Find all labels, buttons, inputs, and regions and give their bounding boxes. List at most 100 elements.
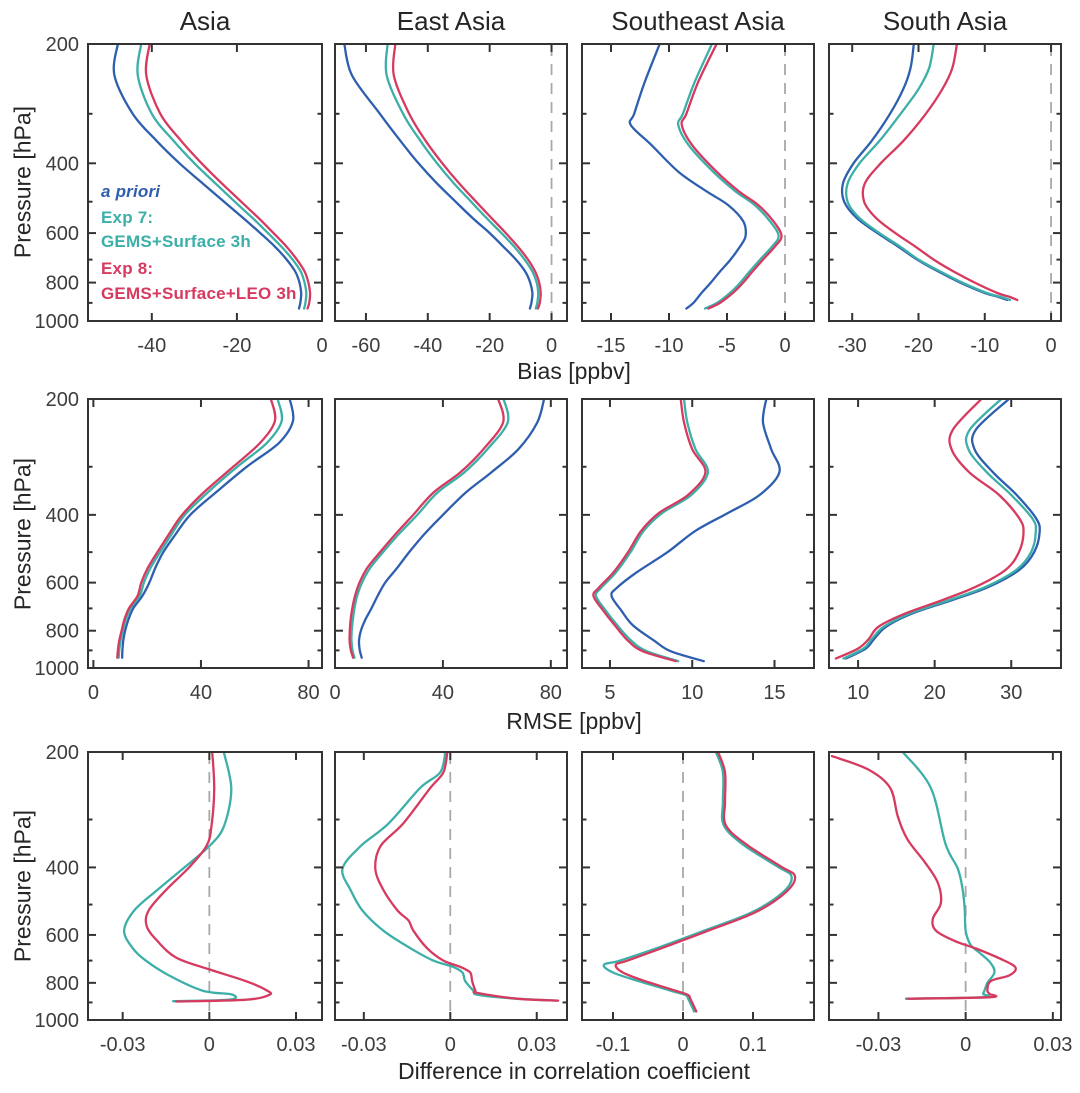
- x-tick-label: 0: [779, 335, 790, 357]
- x-tick-label: -0.03: [341, 1034, 387, 1056]
- x-axis-label-bias: Bias [ppbv]: [517, 358, 631, 384]
- x-tick-label: 0: [1045, 335, 1056, 357]
- axes-box: [87, 43, 323, 322]
- x-tick-label: 0: [445, 1034, 456, 1056]
- series-exp8: [834, 399, 1025, 660]
- plot-east-asia-rmse: 0 40 80: [329, 398, 568, 704]
- x-tick-label: -60: [351, 335, 380, 357]
- x-tick-label: 0: [204, 1034, 215, 1056]
- series-exp8: [348, 399, 505, 659]
- axes-box: [334, 398, 568, 669]
- x-tick-label: 30: [1000, 682, 1022, 704]
- x-tick-label: 0.03: [277, 1034, 316, 1056]
- x-tick-label: 10: [847, 682, 869, 704]
- series-exp7: [350, 399, 510, 659]
- series-exp7: [136, 44, 308, 310]
- x-tick-label: -20: [475, 335, 504, 357]
- x-tick-label: 0: [546, 335, 557, 357]
- y-tick-label: 1000: [35, 311, 80, 333]
- axes-box: [828, 43, 1062, 322]
- y-tick-label: 800: [46, 973, 79, 995]
- series-exp7: [117, 399, 284, 659]
- plot-east-asia-bias: -60 -40 -20 0: [334, 43, 568, 357]
- x-tick-label: -0.03: [856, 1034, 902, 1056]
- x-tick-label: 0: [316, 335, 327, 357]
- plot-southeast-asia-bias: -15 -10 -5 0: [581, 43, 815, 357]
- x-tick-label: 0: [329, 682, 340, 704]
- column-title-southeast-asia: Southeast Asia: [611, 6, 785, 36]
- column-title-east-asia: East Asia: [396, 6, 506, 36]
- series-exp7: [384, 44, 540, 310]
- x-tick-label: -40: [137, 335, 166, 357]
- series-exp8: [116, 399, 277, 659]
- x-tick-label: 0: [677, 1034, 688, 1056]
- series-exp8: [391, 44, 542, 310]
- x-tick-label: 10: [681, 682, 703, 704]
- series-exp8: [592, 399, 707, 663]
- series-exp8: [830, 754, 1017, 1000]
- series-exp7: [602, 752, 793, 1013]
- y-tick-label: 600: [46, 223, 79, 245]
- x-tick-label: -5: [718, 335, 736, 357]
- x-tick-label: 0.03: [517, 1034, 556, 1056]
- x-tick-label: -40: [413, 335, 442, 357]
- series-exp7: [122, 752, 238, 1003]
- y-tick-label: 400: [46, 857, 79, 879]
- axes-box: [581, 398, 815, 669]
- y-tick-label: 800: [46, 273, 79, 295]
- x-tick-label: -0.1: [596, 1034, 630, 1056]
- x-tick-label: -20: [904, 335, 933, 357]
- y-tick-label: 200: [46, 742, 79, 764]
- series-exp8: [144, 752, 273, 1003]
- x-tick-label: -30: [838, 335, 867, 357]
- axes-box: [581, 751, 815, 1021]
- plot-southeast-asia-rmse: 5 10 15: [581, 398, 815, 704]
- plot-asia-corr-diff: -0.03 0 0.03 200 400 600 800 1000: [35, 742, 323, 1056]
- axes-box: [828, 751, 1062, 1021]
- y-tick-label: 400: [46, 153, 79, 175]
- x-tick-label: 0: [960, 1034, 971, 1056]
- x-tick-label: 0.03: [1033, 1034, 1072, 1056]
- plot-south-asia-rmse: 10 20 30: [828, 398, 1062, 704]
- legend-a-priori: a priori: [101, 182, 161, 201]
- plot-southeast-asia-corr-diff: -0.1 0 0.1: [581, 751, 815, 1056]
- series-exp8: [144, 44, 312, 310]
- plot-south-asia-corr-diff: -0.03 0 0.03: [828, 751, 1072, 1056]
- plot-asia-bias: -40 -20 0 200 400 600 800 1000: [35, 34, 328, 357]
- x-tick-label: 15: [763, 682, 785, 704]
- axes-box: [334, 43, 568, 322]
- x-tick-label: -20: [222, 335, 251, 357]
- axes-box: [828, 398, 1062, 669]
- series-a-priori: [610, 399, 781, 663]
- plot-south-asia-bias: -30 -20 -10 0: [828, 43, 1062, 357]
- series-a-priori: [844, 399, 1041, 660]
- x-tick-label: 0.1: [739, 1034, 767, 1056]
- column-title-asia: Asia: [179, 6, 231, 36]
- series-exp8: [614, 752, 797, 1013]
- plot-east-asia-corr-diff: -0.03 0 0.03: [334, 751, 568, 1056]
- y-tick-label: 200: [46, 34, 79, 56]
- series-a-priori: [357, 399, 546, 659]
- x-tick-label: 80: [540, 682, 562, 704]
- x-tick-label: 80: [297, 682, 319, 704]
- series-a-priori: [112, 44, 303, 310]
- x-tick-label: 40: [190, 682, 212, 704]
- x-axis-label-corr: Difference in correlation coefficient: [397, 1058, 751, 1084]
- column-title-south-asia: South Asia: [882, 6, 1008, 36]
- x-tick-label: 40: [432, 682, 454, 704]
- x-tick-label: 5: [604, 682, 615, 704]
- legend-exp8-title: Exp 8:: [101, 259, 154, 278]
- series-exp7: [594, 399, 710, 663]
- x-tick-label: -15: [597, 335, 626, 357]
- series-a-priori: [121, 399, 295, 659]
- y-tick-label: 600: [46, 573, 79, 595]
- series-exp7: [901, 752, 996, 1000]
- series-a-priori: [840, 44, 1009, 302]
- x-axis-label-rmse: RMSE [ppbv]: [506, 708, 642, 734]
- series-a-priori: [343, 44, 534, 310]
- legend-exp7-title: Exp 7:: [101, 208, 154, 227]
- legend-exp7-desc: GEMS+Surface 3h: [101, 232, 251, 251]
- x-tick-label: -10: [970, 335, 999, 357]
- y-tick-label: 400: [46, 505, 79, 527]
- series-a-priori: [628, 44, 747, 310]
